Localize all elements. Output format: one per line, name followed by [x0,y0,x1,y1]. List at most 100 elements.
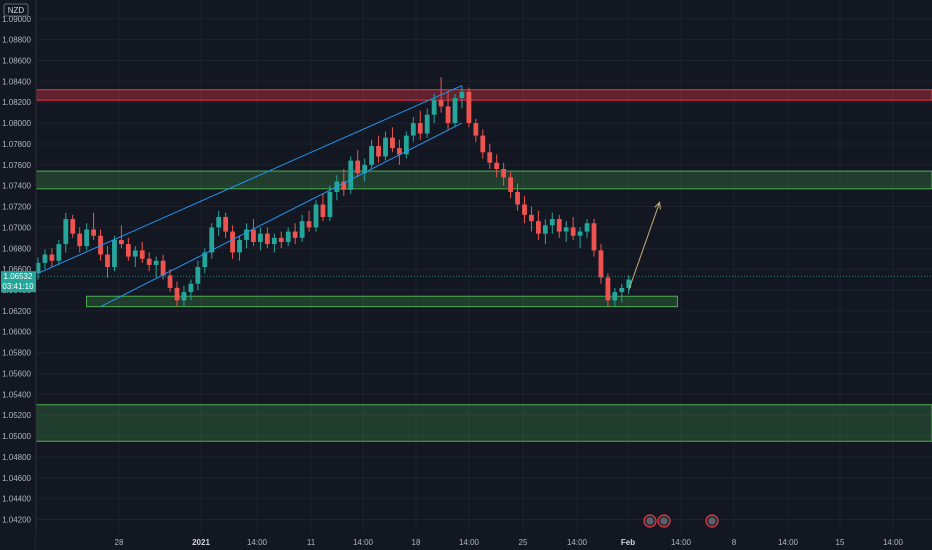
price-tick-label: 1.08200 [2,98,31,107]
candle-body [452,98,458,124]
time-tick-label: 15 [836,538,845,547]
candle-body [494,162,500,169]
event-markers[interactable] [643,514,719,528]
price-tick-label: 1.05000 [2,432,31,441]
price-tick-label: 1.08400 [2,77,31,86]
candle-body [403,135,409,155]
candle-body [466,91,472,124]
candle-body [230,231,235,253]
price-tick-label: 1.04400 [2,495,31,504]
candle-body [320,204,326,217]
event-marker[interactable] [643,514,657,528]
time-tick-label: 14:00 [247,538,268,547]
candle-body [285,231,291,243]
candle-body [376,146,381,157]
time-tick-label: 14:00 [353,538,374,547]
candle-body [160,260,166,276]
candle-body [77,233,83,247]
candle-body [63,219,69,245]
candle-body [445,106,451,124]
candle-body [146,258,152,265]
candle-body [132,250,138,257]
candle-body [167,275,173,288]
candle-body [188,283,194,293]
candle-body [397,148,402,155]
arrow-head [654,201,661,210]
candle-body [424,114,430,134]
candle-body [626,279,632,288]
last-price-marker: 1.06532 03:41:10 [1,271,36,293]
candle-body [598,250,604,278]
time-tick-label: Feb [621,538,635,547]
currency-label: NZD [8,6,25,15]
price-tick-label: 1.06200 [2,307,31,316]
candle-body [84,229,90,247]
candle-body [508,177,513,192]
price-tick-label: 1.06600 [2,265,31,274]
price-tick-label: 1.07800 [2,140,31,149]
candle-body [91,229,96,236]
candle-body [125,244,131,257]
last-price-label: 1.06532 [4,272,33,281]
event-marker[interactable] [705,514,719,528]
candle-body [487,152,493,163]
candle-body [237,239,242,253]
candle-body [542,225,548,234]
flag-icon [708,517,716,525]
time-tick-label: 14:00 [567,538,588,547]
time-tick-label: 25 [519,538,528,547]
candle-body [556,219,562,232]
candle-body [112,239,117,268]
channel-lower-line [100,122,463,308]
price-tick-label: 1.04800 [2,453,31,462]
price-tick-label: 1.08800 [2,36,31,45]
candle-body [355,160,361,174]
candle-body [153,260,159,265]
candle-body [584,223,590,232]
candle-body [410,123,416,136]
price-tick-label: 1.05600 [2,369,31,378]
candle-body [223,216,229,232]
countdown-label: 03:41:10 [2,282,34,291]
candle-body [70,219,76,234]
projection-arrow [628,202,661,291]
candle-body [612,292,618,301]
candle-body [438,100,444,107]
grid-lines [36,0,932,532]
candle-body [56,244,62,261]
candle-body [216,216,222,228]
support-zone [86,295,678,308]
candle-body [174,287,180,301]
candle-body [473,123,479,136]
candle-body [35,262,41,274]
time-tick-label: 28 [115,538,124,547]
time-tick-label: 11 [307,538,316,547]
price-tick-label: 1.04200 [2,515,31,524]
candle-body [515,191,520,205]
candle-body [536,221,541,234]
candle-body [264,233,270,245]
time-tick-label: 14:00 [778,538,799,547]
candle-body [459,91,465,99]
candle-body [105,254,110,268]
candle-body [258,233,263,243]
candle-body [619,287,625,293]
time-axis[interactable]: 28 2021 14:00 11 14:00 18 14:00 25 14:00 Feb 14:00… [36,532,932,550]
support-zone [35,170,932,190]
price-tick-label: 1.05200 [2,411,31,420]
time-tick-label: 8 [732,538,737,547]
candle-body [42,254,48,263]
candle-body [522,204,527,215]
resistance-zone [35,89,932,101]
price-zones [35,89,932,442]
candle-body [390,137,395,149]
candle-body [313,204,319,228]
price-tick-label: 1.09000 [2,15,31,24]
candle-body [383,137,388,157]
support-zone [35,404,932,442]
time-tick-label: 14:00 [883,538,904,547]
price-tick-label: 1.05800 [2,349,31,358]
event-marker[interactable] [657,514,671,528]
flag-icon [660,517,668,525]
